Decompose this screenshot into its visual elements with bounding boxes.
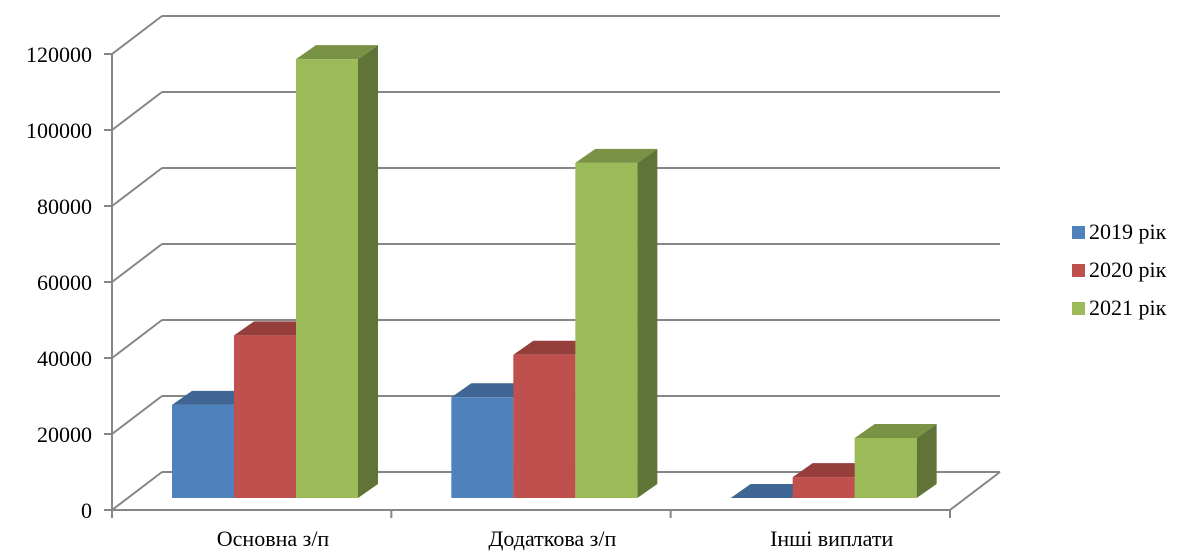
legend-label: 2021 рік <box>1089 295 1167 320</box>
gridline-diagonal <box>111 91 163 131</box>
legend: 2019 рік 2020 рік 2021 рік <box>1072 219 1167 320</box>
bar <box>575 162 638 498</box>
bar-top <box>296 45 378 60</box>
x-tick-label: Основна з/п <box>217 526 330 551</box>
floor-right-edge <box>949 471 1001 511</box>
bar-top <box>513 340 596 355</box>
bar <box>451 397 514 498</box>
bar-top <box>234 321 316 336</box>
bar <box>234 335 296 498</box>
bar-top <box>575 148 658 163</box>
bar-top <box>730 484 813 498</box>
legend-swatch <box>1072 302 1085 315</box>
legend-swatch <box>1072 264 1085 277</box>
bar <box>296 59 358 498</box>
y-tick-label: 100000 <box>26 118 92 143</box>
bar <box>172 404 234 498</box>
bar-top <box>854 423 937 438</box>
bar-side <box>358 45 378 498</box>
bar-side <box>916 423 937 498</box>
y-tick-label: 40000 <box>37 346 92 371</box>
legend-label: 2020 рік <box>1089 257 1167 282</box>
legend-swatch <box>1072 226 1085 239</box>
bars <box>172 45 937 498</box>
gridline-diagonal <box>111 319 163 359</box>
bar-top <box>172 390 254 405</box>
gridline-diagonal <box>111 395 163 435</box>
y-tick-label: 60000 <box>37 270 92 295</box>
bar <box>854 437 917 498</box>
axes <box>104 53 951 518</box>
y-tick-label: 80000 <box>37 194 92 219</box>
x-tick-label: Додаткова з/п <box>488 526 616 551</box>
bar <box>792 477 855 498</box>
y-tick-label: 0 <box>81 498 92 523</box>
gridline-diagonal <box>111 243 163 283</box>
floor-left-edge <box>111 471 163 511</box>
x-tick-label: Інші виплати <box>770 526 893 551</box>
legend-label: 2019 рік <box>1089 219 1167 244</box>
y-tick-label: 120000 <box>26 42 92 67</box>
y-tick-label: 20000 <box>37 422 92 447</box>
bar <box>513 354 576 498</box>
axis-labels: 0 20000 40000 60000 80000 100000 120000 Основна… <box>26 42 893 551</box>
bar-top <box>792 463 875 478</box>
gridline-diagonal <box>111 167 163 207</box>
gridline-diagonal <box>111 15 163 55</box>
bar-top <box>451 383 534 398</box>
bar-side <box>637 148 658 498</box>
